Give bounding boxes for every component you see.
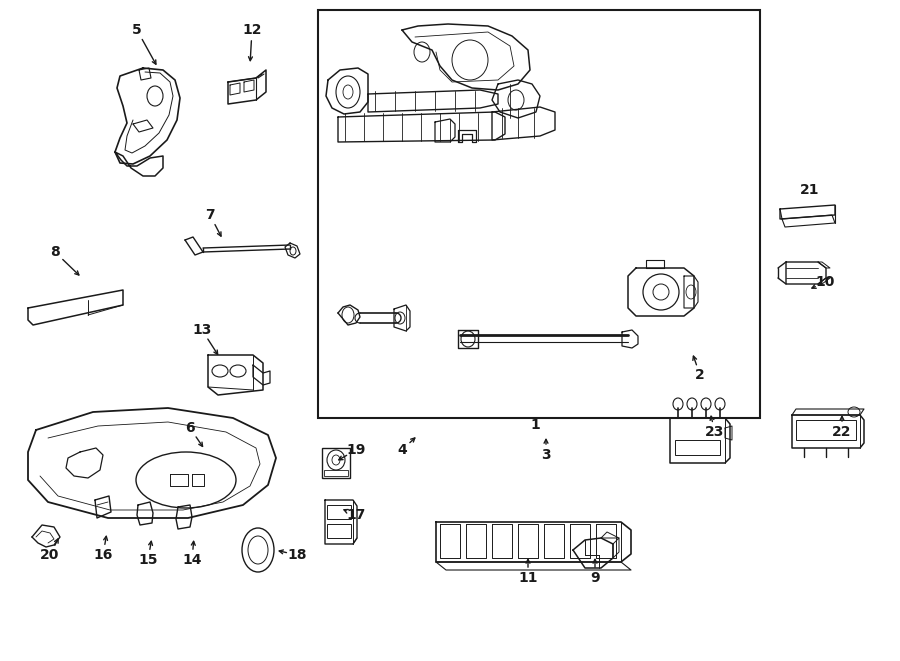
Text: 23: 23 bbox=[706, 425, 724, 439]
Text: 15: 15 bbox=[139, 553, 158, 567]
Bar bbox=[327, 505, 351, 519]
Text: 20: 20 bbox=[40, 548, 59, 562]
Text: 8: 8 bbox=[50, 245, 60, 259]
Bar bbox=[675, 440, 720, 455]
Text: 22: 22 bbox=[832, 425, 851, 439]
Text: 4: 4 bbox=[397, 443, 407, 457]
Text: 13: 13 bbox=[193, 323, 212, 337]
Bar bbox=[322, 448, 350, 478]
Text: 5: 5 bbox=[132, 23, 142, 37]
Bar bbox=[796, 420, 856, 440]
Text: 14: 14 bbox=[182, 553, 202, 567]
Text: 10: 10 bbox=[815, 275, 834, 289]
Text: 3: 3 bbox=[541, 448, 551, 462]
Text: 21: 21 bbox=[800, 183, 820, 197]
Text: 17: 17 bbox=[346, 508, 365, 522]
Text: 18: 18 bbox=[287, 548, 307, 562]
Text: 1: 1 bbox=[530, 418, 540, 432]
Text: 12: 12 bbox=[242, 23, 262, 37]
Text: 11: 11 bbox=[518, 571, 538, 585]
Text: 9: 9 bbox=[590, 571, 599, 585]
Bar bbox=[324, 470, 348, 476]
Text: 6: 6 bbox=[185, 421, 194, 435]
Bar bbox=[327, 524, 351, 538]
Text: 19: 19 bbox=[346, 443, 365, 457]
Text: 2: 2 bbox=[695, 368, 705, 382]
Text: 7: 7 bbox=[205, 208, 215, 222]
Bar bbox=[318, 10, 760, 418]
Text: 16: 16 bbox=[94, 548, 112, 562]
